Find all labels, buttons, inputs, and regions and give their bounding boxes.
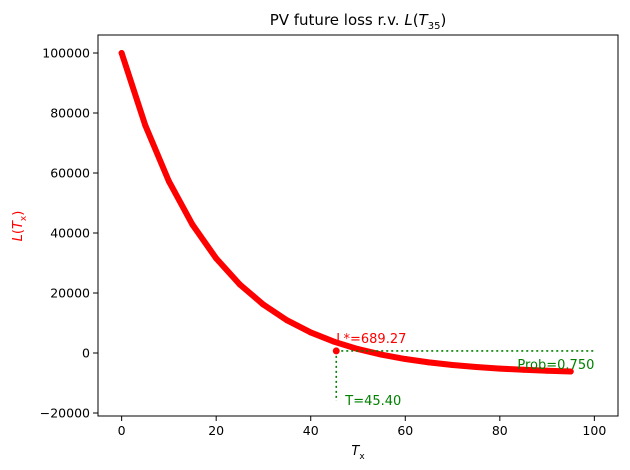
intersection-point — [332, 347, 340, 355]
data-point — [284, 317, 291, 324]
x-tick-label: 40 — [303, 423, 319, 438]
x-tick-label: 0 — [118, 423, 126, 438]
series-curve — [118, 50, 574, 375]
y-tick-label: 100000 — [42, 46, 90, 61]
prob-label: Prob=0.750 — [517, 358, 594, 373]
data-point — [567, 368, 574, 375]
y-axis-label: L(Tx) — [11, 211, 29, 242]
data-point — [402, 356, 409, 363]
data-point — [236, 281, 243, 288]
data-point — [307, 329, 314, 336]
data-point — [473, 364, 480, 371]
data-point — [520, 366, 527, 373]
x-tick-label: 80 — [492, 423, 508, 438]
data-point — [165, 178, 172, 185]
y-tick-label: 80000 — [50, 106, 90, 121]
data-point — [544, 367, 551, 374]
data-point — [189, 221, 196, 228]
data-point — [331, 338, 338, 345]
y-tick-label: 0 — [82, 346, 90, 361]
data-point — [449, 362, 456, 368]
x-tick-label: 60 — [397, 423, 413, 438]
t-star-label: T=45.40 — [344, 394, 401, 409]
y-tick-label: 20000 — [50, 286, 90, 301]
x-axis-label: Tx — [351, 444, 365, 462]
tick-layer: 0 20 40 60 80 100 −20000 0 20000 40000 60000 80000 1… — [40, 46, 607, 439]
data-point — [425, 359, 432, 366]
l-star-label: L*=689.27 — [336, 332, 406, 347]
data-point — [142, 122, 149, 129]
data-point — [118, 50, 125, 56]
data-point — [378, 351, 385, 358]
data-point — [496, 365, 503, 372]
plot-area — [118, 50, 574, 375]
axes-frame — [97, 34, 619, 417]
x-tick-label: 20 — [208, 423, 224, 438]
y-tick-label: 40000 — [50, 226, 90, 241]
y-tick-label: 60000 — [50, 166, 90, 181]
x-tick-label: 100 — [582, 423, 606, 438]
data-point — [260, 301, 267, 308]
y-tick-label: −20000 — [40, 406, 90, 421]
chart-title: PV future loss r.v. L(T35) — [270, 11, 447, 32]
data-point — [213, 255, 220, 262]
annotation-layer: L*=689.27 T=45.40 Prob=0.750 — [332, 332, 595, 409]
